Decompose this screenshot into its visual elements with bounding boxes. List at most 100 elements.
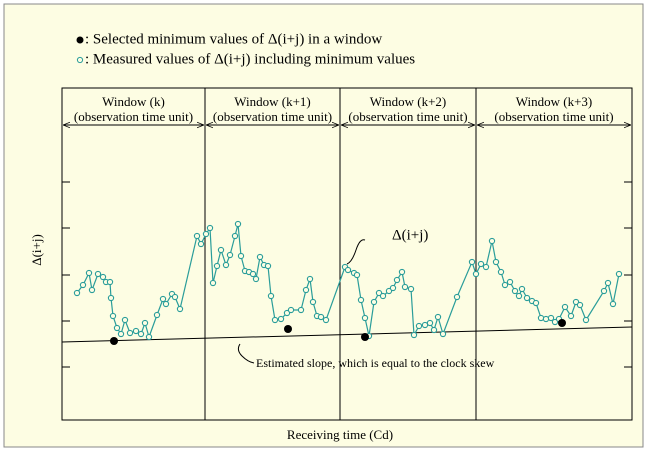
measured-point — [379, 292, 387, 300]
measured-point — [197, 240, 205, 248]
minimum-point — [361, 333, 369, 341]
trend-pointer — [237, 343, 255, 364]
x-axis-label: Receiving time (Cd) — [287, 427, 393, 442]
measured-point — [222, 261, 230, 269]
measured-point — [572, 298, 580, 306]
window-unit: (observation time unit) — [494, 109, 613, 124]
measured-point — [434, 313, 442, 321]
measured-point — [472, 270, 480, 278]
measured-point — [547, 314, 555, 322]
measured-point — [264, 262, 272, 270]
measured-point — [109, 312, 117, 320]
window-label: Window (k+1) — [234, 94, 311, 109]
measured-point — [430, 326, 438, 334]
measured-point — [206, 224, 214, 232]
measured-point — [234, 220, 242, 228]
measured-point — [453, 293, 461, 301]
measured-point — [401, 283, 409, 291]
measured-point — [407, 285, 415, 293]
measured-point — [361, 314, 369, 322]
measured-point — [302, 286, 310, 294]
window-unit: (observation time unit) — [213, 109, 332, 124]
measured-point — [271, 316, 279, 324]
window-label: Window (k) — [102, 94, 165, 109]
measured-point — [171, 293, 179, 301]
annotation: Δ(i+j) — [392, 227, 428, 243]
measured-point — [132, 327, 140, 335]
measured-point — [497, 268, 505, 276]
measured-point — [88, 286, 96, 294]
window-unit: (observation time unit) — [348, 109, 467, 124]
legend-label: : Measured values of Δ(i+j) including mi… — [85, 51, 415, 67]
measured-point — [283, 309, 291, 317]
measured-point — [113, 324, 121, 332]
measured-point — [153, 311, 161, 319]
measured-point — [159, 295, 167, 303]
measured-point — [145, 333, 153, 341]
measured-point — [370, 298, 378, 306]
measured-point — [99, 273, 107, 281]
measured-point — [309, 298, 317, 306]
measured-point — [237, 252, 245, 260]
measured-point — [231, 232, 239, 240]
measured-point — [410, 331, 418, 339]
measured-point — [561, 303, 569, 311]
measured-point — [515, 292, 523, 300]
measured-point — [482, 263, 490, 271]
measured-point — [537, 314, 545, 322]
measured-point — [385, 287, 393, 295]
measured-point — [117, 330, 125, 338]
measured-point — [252, 275, 260, 283]
measured-point — [213, 262, 221, 270]
measured-point — [357, 296, 365, 304]
measured-point — [506, 278, 514, 286]
measured-point — [511, 287, 519, 295]
measured-point — [415, 322, 423, 330]
measured-point — [94, 270, 102, 278]
measured-point — [226, 251, 234, 259]
trend-line — [61, 326, 633, 343]
measured-point — [137, 330, 145, 338]
measured-point — [107, 294, 115, 302]
minimum-point — [110, 337, 118, 345]
measured-point — [317, 313, 325, 321]
measured-point — [375, 289, 383, 297]
measured-point — [576, 301, 584, 309]
measured-point — [176, 305, 184, 313]
measured-point — [468, 258, 476, 266]
measured-point — [582, 316, 590, 324]
window-label: Window (k+2) — [370, 94, 447, 109]
y-axis-label: Δ(i+j) — [29, 234, 44, 266]
minimum-point — [558, 319, 566, 327]
measured-point — [287, 306, 295, 314]
panel — [3, 3, 644, 448]
measured-point — [193, 232, 201, 240]
measured-point — [501, 281, 509, 289]
measured-point — [73, 289, 81, 297]
measured-point — [344, 266, 352, 274]
measured-point — [492, 258, 500, 266]
window-unit: (observation time unit) — [74, 109, 193, 124]
measured-point — [121, 316, 129, 324]
measured-point — [426, 319, 434, 327]
annotation-pointer — [346, 239, 366, 265]
measured-point — [523, 294, 531, 302]
measured-point — [600, 287, 608, 295]
measured-point — [609, 300, 617, 308]
legend-label: : Selected minimum values of Δ(i+j) in a… — [85, 31, 382, 47]
measured-point — [551, 318, 559, 326]
measured-point — [353, 271, 361, 279]
measured-point — [615, 270, 623, 278]
measured-point — [604, 279, 612, 287]
measured-point — [126, 329, 134, 337]
measured-point — [249, 270, 257, 278]
measured-point — [162, 300, 170, 308]
y-ticks — [62, 181, 632, 368]
measured-point — [542, 315, 550, 323]
plot-frame — [61, 87, 633, 421]
measured-point — [389, 284, 397, 292]
measured-point — [398, 268, 406, 276]
legend-marker — [76, 56, 84, 64]
measured-point — [477, 260, 485, 268]
